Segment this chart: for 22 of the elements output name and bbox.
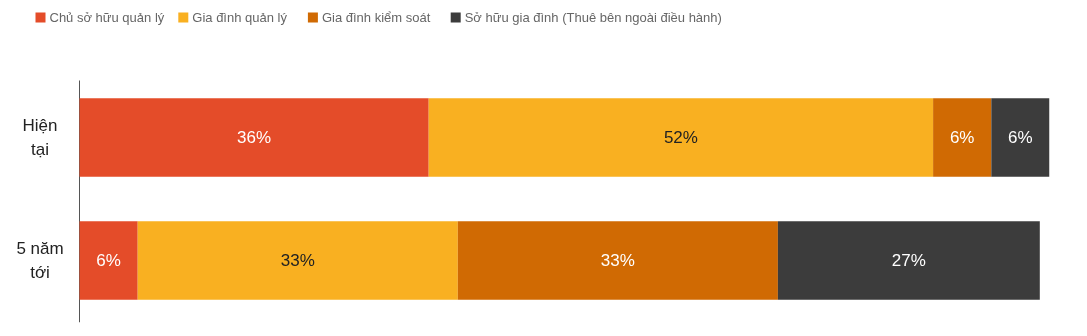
legend-label: Chủ sở hữu quản lý (49, 10, 165, 25)
data-label: 6% (96, 251, 121, 270)
legend-label: Sở hữu gia đình (Thuê bên ngoài điều hành) (464, 10, 722, 25)
bar (457, 221, 778, 300)
bar (137, 221, 458, 300)
bar (79, 98, 429, 177)
data-label: 36% (237, 128, 272, 147)
data-label: 6% (1008, 128, 1033, 147)
bar (933, 98, 992, 177)
data-label: 33% (280, 251, 315, 270)
data-label: 27% (891, 251, 926, 270)
bar (79, 221, 138, 300)
data-label: 6% (949, 128, 975, 147)
data-label: 52% (663, 128, 698, 147)
bar (991, 98, 1050, 177)
legend-label: Gia đình quản lý (192, 10, 288, 25)
bar (428, 98, 934, 177)
data-label: 33% (600, 251, 635, 270)
legend-label: Gia đình kiểm soát (321, 10, 431, 25)
y-tick-label: Hiện tại (22, 115, 58, 160)
bar (777, 221, 1040, 300)
y-tick-label: 5 năm tới (16, 238, 64, 283)
